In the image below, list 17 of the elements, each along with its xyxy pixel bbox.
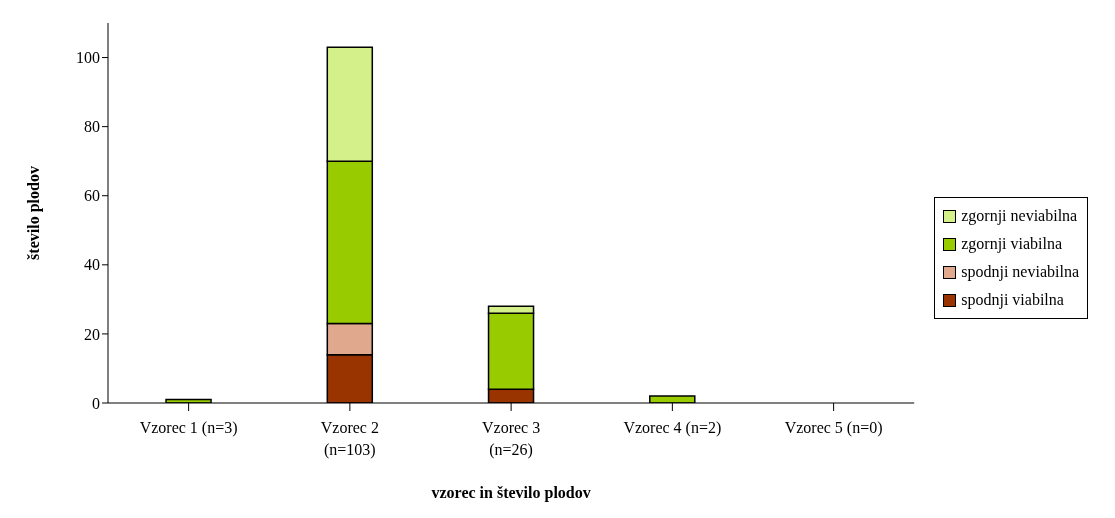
x-tick-label: Vzorec 5 (n=0) bbox=[784, 419, 883, 437]
x-tick-label: Vzorec 4 (n=2) bbox=[623, 419, 722, 437]
x-tick-label: Vzorec 1 (n=3) bbox=[139, 419, 238, 437]
y-tick-label: 40 bbox=[84, 256, 100, 274]
y-axis-title: število plodov bbox=[24, 166, 43, 260]
legend-label: spodnji neviabilna bbox=[961, 263, 1079, 281]
legend-label: spodnji viabilna bbox=[961, 291, 1064, 309]
y-tick-label: 0 bbox=[92, 394, 100, 412]
y-tick-label: 20 bbox=[84, 325, 100, 343]
y-tick-label: 100 bbox=[76, 49, 100, 67]
x-axis-title: vzorec in število plodov bbox=[431, 484, 591, 502]
legend-label: zgornji viabilna bbox=[961, 235, 1063, 253]
x-tick-label: Vzorec 3 (n=26) bbox=[482, 419, 541, 459]
legend-label: zgornji neviabilna bbox=[961, 207, 1078, 225]
y-tick-label: 80 bbox=[84, 118, 100, 136]
x-tick-label: Vzorec 2 (n=103) bbox=[320, 419, 379, 459]
y-tick-label: 60 bbox=[84, 187, 100, 205]
